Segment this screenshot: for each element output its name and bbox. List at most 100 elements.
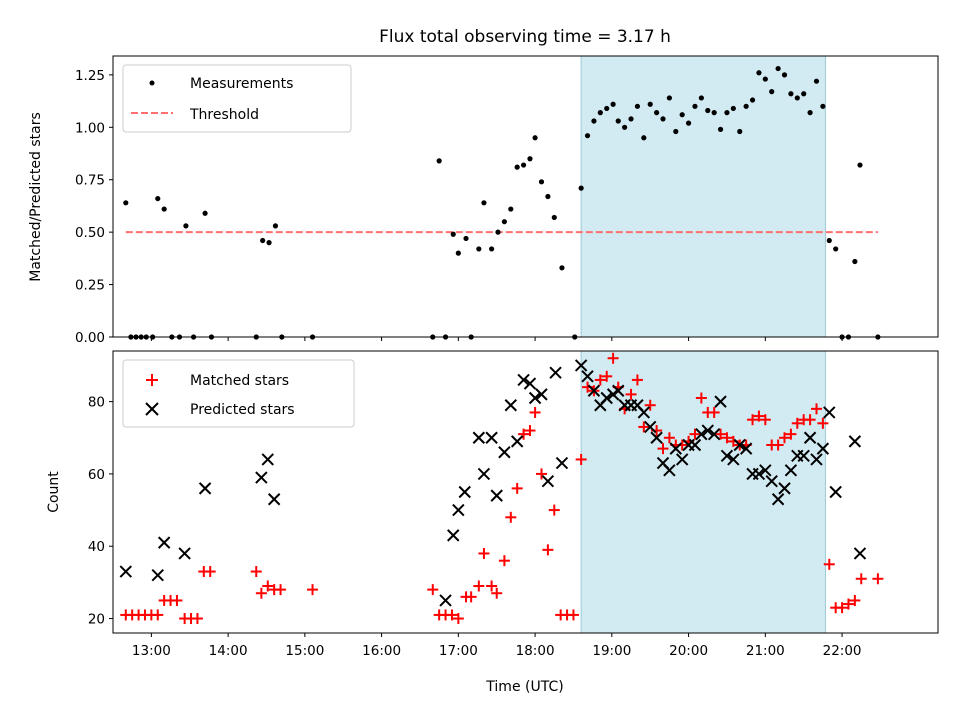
matched-star-point — [498, 555, 510, 567]
bottom-y-tick-label: 60 — [88, 467, 105, 483]
matched-star-point — [689, 428, 701, 440]
bottom-y-axis-label: Count — [46, 471, 62, 513]
predicted-star-point — [119, 565, 132, 578]
predicted-star-point — [714, 395, 727, 408]
matched-star-point — [529, 406, 541, 418]
measurement-point — [628, 116, 634, 122]
measurement-point — [463, 235, 469, 242]
matched-star-point — [262, 580, 274, 592]
measurement-point — [737, 128, 743, 135]
top-legend-box — [122, 64, 352, 133]
measurement-point — [826, 237, 832, 244]
measurement-point — [647, 101, 653, 107]
top-legend: Measurements Threshold — [122, 64, 352, 133]
measurement-point — [183, 223, 189, 229]
measurement-point — [813, 78, 820, 84]
predicted-legend-marker — [145, 402, 159, 416]
x-tick-label: 21:00 — [746, 643, 785, 659]
measurement-point — [495, 229, 501, 235]
predicted-star-point — [733, 438, 746, 452]
predicted-star-point — [701, 424, 714, 437]
predicted-star-point — [523, 377, 537, 390]
x-tick-label: 16:00 — [362, 643, 401, 659]
x-tick-label: 14:00 — [209, 643, 248, 659]
measurement-point — [788, 91, 794, 97]
x-tick-label: 19:00 — [592, 643, 631, 659]
predicted-star-point — [485, 431, 498, 444]
predicted-star-point — [727, 453, 740, 466]
matched-star-point — [250, 566, 262, 578]
matched-star-point — [601, 370, 613, 382]
top-x-ticks — [150, 337, 843, 341]
measurement-point — [578, 185, 584, 191]
measurement-point — [155, 195, 161, 202]
measurement-point — [266, 240, 272, 246]
measurement-point — [634, 103, 641, 109]
measurement-point — [436, 158, 442, 164]
predicted-star-point — [637, 406, 651, 419]
predicted-star-point — [765, 474, 778, 488]
top-y-tick-label: 0.50 — [75, 225, 105, 241]
bottom-plot-frame — [112, 350, 939, 634]
predicted-star-point — [477, 467, 491, 481]
matched-star-point — [473, 580, 485, 592]
predicted-star-point — [541, 474, 555, 488]
measurement-point — [685, 120, 692, 126]
top-y-tick-label: 1.25 — [75, 68, 105, 84]
predicted-star-point — [151, 568, 164, 582]
matched-star-point — [518, 428, 530, 440]
measurement-point — [508, 206, 514, 212]
matched-star-point — [535, 468, 547, 480]
observing-time-span — [580, 55, 826, 338]
predicted-star-point — [555, 456, 569, 470]
matched-star-point — [152, 609, 164, 621]
matched-star-point — [715, 428, 727, 440]
matched-star-point — [452, 613, 464, 625]
x-tick-label: 13:00 — [132, 643, 171, 659]
x-axis-label: Time (UTC) — [485, 679, 563, 695]
measurement-point — [833, 246, 839, 252]
predicted-star-point — [267, 493, 281, 506]
measurement-point — [762, 76, 768, 82]
matched-star-point — [804, 414, 816, 426]
measurement-point — [711, 110, 717, 116]
predicted-star-point — [663, 464, 676, 477]
predicted-star-point — [574, 359, 588, 372]
matched-star-point — [842, 598, 854, 610]
bottom-y-tick-label: 40 — [88, 539, 105, 555]
matched-star-point — [204, 566, 216, 578]
matched-star-point — [275, 584, 287, 596]
predicted-star-point — [848, 435, 862, 448]
measurement-point — [698, 95, 704, 101]
matched-star-point — [817, 417, 829, 429]
predicted-star-point — [695, 427, 708, 441]
predicted-star-point — [771, 493, 785, 506]
matched-star-point — [465, 591, 477, 603]
measurement-point — [794, 95, 800, 101]
legend-threshold-label: Threshold — [189, 107, 259, 123]
matched-star-point — [631, 374, 643, 386]
measurement-point — [775, 65, 781, 72]
predicted-star-point — [644, 420, 657, 434]
predicted-star-point — [797, 449, 810, 463]
predicted-star-point — [535, 388, 548, 401]
matched-star-point — [779, 432, 791, 444]
measurement-point — [610, 101, 616, 107]
matched-star-point — [255, 587, 267, 599]
matched-star-point — [542, 544, 554, 556]
matched-star-point — [307, 584, 319, 596]
predicted-star-point — [784, 464, 798, 477]
predicted-star-point — [707, 427, 721, 441]
measurement-point — [705, 107, 711, 114]
matched-star-point — [772, 439, 784, 451]
matched-star-point — [427, 584, 439, 596]
top-y-axis-label: Matched/Predicted stars — [28, 112, 44, 282]
measurement-point — [591, 118, 597, 124]
measurement-point — [450, 231, 456, 237]
predicted-star-point — [458, 485, 471, 499]
predicted-star-point — [504, 399, 517, 412]
x-tick-label: 17:00 — [439, 643, 478, 659]
predicted-star-point — [490, 489, 503, 502]
predicted-star-point — [498, 446, 511, 459]
predicted-star-point — [650, 431, 663, 444]
